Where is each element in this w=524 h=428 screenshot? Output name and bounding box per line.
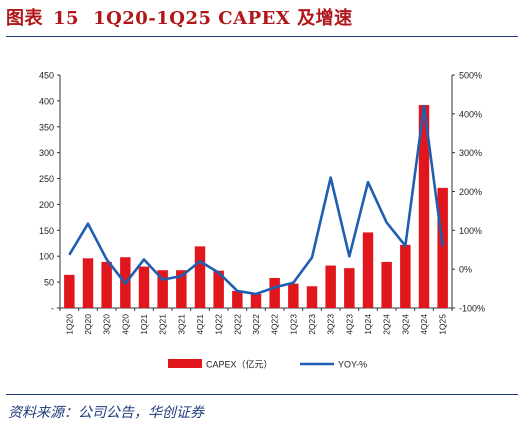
left-tick-label: 50 bbox=[44, 278, 54, 288]
x-tick-label: 1Q20 bbox=[64, 314, 74, 335]
title-rule bbox=[6, 36, 518, 37]
capex-bar bbox=[306, 286, 318, 308]
legend-capex-label: CAPEX（亿元） bbox=[206, 359, 273, 370]
capex-bar bbox=[400, 244, 411, 308]
capex-bar bbox=[232, 290, 243, 308]
x-tick-label: 3Q21 bbox=[176, 314, 186, 335]
capex-bar bbox=[269, 277, 280, 308]
source-note: 资料来源：公司公告，华创证券 bbox=[8, 405, 204, 421]
capex-bar bbox=[157, 270, 168, 308]
right-tick-label: 0% bbox=[459, 265, 472, 275]
left-tick-label: 350 bbox=[39, 122, 54, 132]
left-tick-label: 150 bbox=[39, 226, 54, 236]
capex-bar bbox=[362, 232, 374, 308]
x-tick-label: 4Q21 bbox=[195, 314, 205, 335]
x-tick-label: 1Q23 bbox=[288, 314, 298, 335]
capex-bar bbox=[437, 187, 448, 308]
x-tick-label: 2Q20 bbox=[83, 314, 93, 335]
capex-bar bbox=[101, 261, 112, 308]
right-tick-label: 500% bbox=[459, 71, 482, 81]
x-tick-label: 3Q20 bbox=[102, 314, 112, 335]
x-tick-label: 3Q22 bbox=[251, 314, 261, 335]
left-tick-label: 200 bbox=[39, 200, 54, 210]
capex-bar bbox=[213, 270, 224, 308]
right-tick-label: -100% bbox=[459, 304, 485, 314]
figure-title-text: 1Q20-1Q25 CAPEX 及增速 bbox=[93, 8, 353, 29]
x-tick-label: 3Q23 bbox=[326, 314, 336, 335]
left-tick-label: 250 bbox=[39, 174, 54, 184]
capex-bar bbox=[418, 105, 430, 308]
x-tick-label: 2Q21 bbox=[158, 314, 168, 335]
figure-number: 15 bbox=[53, 8, 80, 29]
source-rule bbox=[6, 394, 518, 395]
x-tick-label: 4Q20 bbox=[120, 314, 130, 335]
yoy-line bbox=[68, 104, 444, 296]
capex-bar bbox=[138, 266, 150, 308]
right-tick-label: 200% bbox=[459, 187, 482, 197]
x-tick-label: 1Q21 bbox=[139, 314, 149, 335]
left-tick-label: 450 bbox=[39, 71, 54, 81]
capex-bar bbox=[325, 265, 336, 308]
x-tick-label: 4Q22 bbox=[270, 314, 280, 335]
left-tick-label: 400 bbox=[39, 96, 54, 106]
x-tick-label: 1Q22 bbox=[214, 314, 224, 335]
right-tick-label: 100% bbox=[459, 226, 482, 236]
right-tick-label: 300% bbox=[459, 148, 482, 158]
left-tick-label: - bbox=[51, 304, 54, 314]
capex-bar bbox=[250, 294, 262, 308]
legend-yoy-label: YOY-% bbox=[338, 360, 367, 370]
capex-bar bbox=[381, 261, 392, 308]
figure-label: 图表 bbox=[6, 8, 43, 29]
x-tick-label: 2Q23 bbox=[307, 314, 317, 335]
capex-bar bbox=[64, 274, 75, 308]
left-tick-label: 300 bbox=[39, 148, 54, 158]
right-tick-label: 400% bbox=[459, 109, 482, 119]
capex-bar bbox=[194, 246, 206, 308]
legend-capex-swatch bbox=[168, 359, 202, 368]
capex-bar bbox=[176, 270, 187, 308]
capex-bar bbox=[82, 258, 94, 308]
x-tick-label: 1Q25 bbox=[438, 314, 448, 335]
capex-bar bbox=[344, 268, 355, 308]
left-tick-label: 100 bbox=[39, 252, 54, 262]
x-tick-label: 1Q24 bbox=[363, 314, 373, 335]
x-tick-label: 3Q24 bbox=[400, 314, 410, 335]
x-tick-label: 4Q24 bbox=[419, 314, 429, 335]
x-tick-label: 4Q23 bbox=[344, 314, 354, 335]
x-tick-label: 2Q22 bbox=[232, 314, 242, 335]
capex-bar bbox=[288, 283, 299, 308]
figure-title: 图表 15 1Q20-1Q25 CAPEX 及增速 bbox=[6, 4, 353, 30]
x-tick-label: 2Q24 bbox=[382, 314, 392, 335]
